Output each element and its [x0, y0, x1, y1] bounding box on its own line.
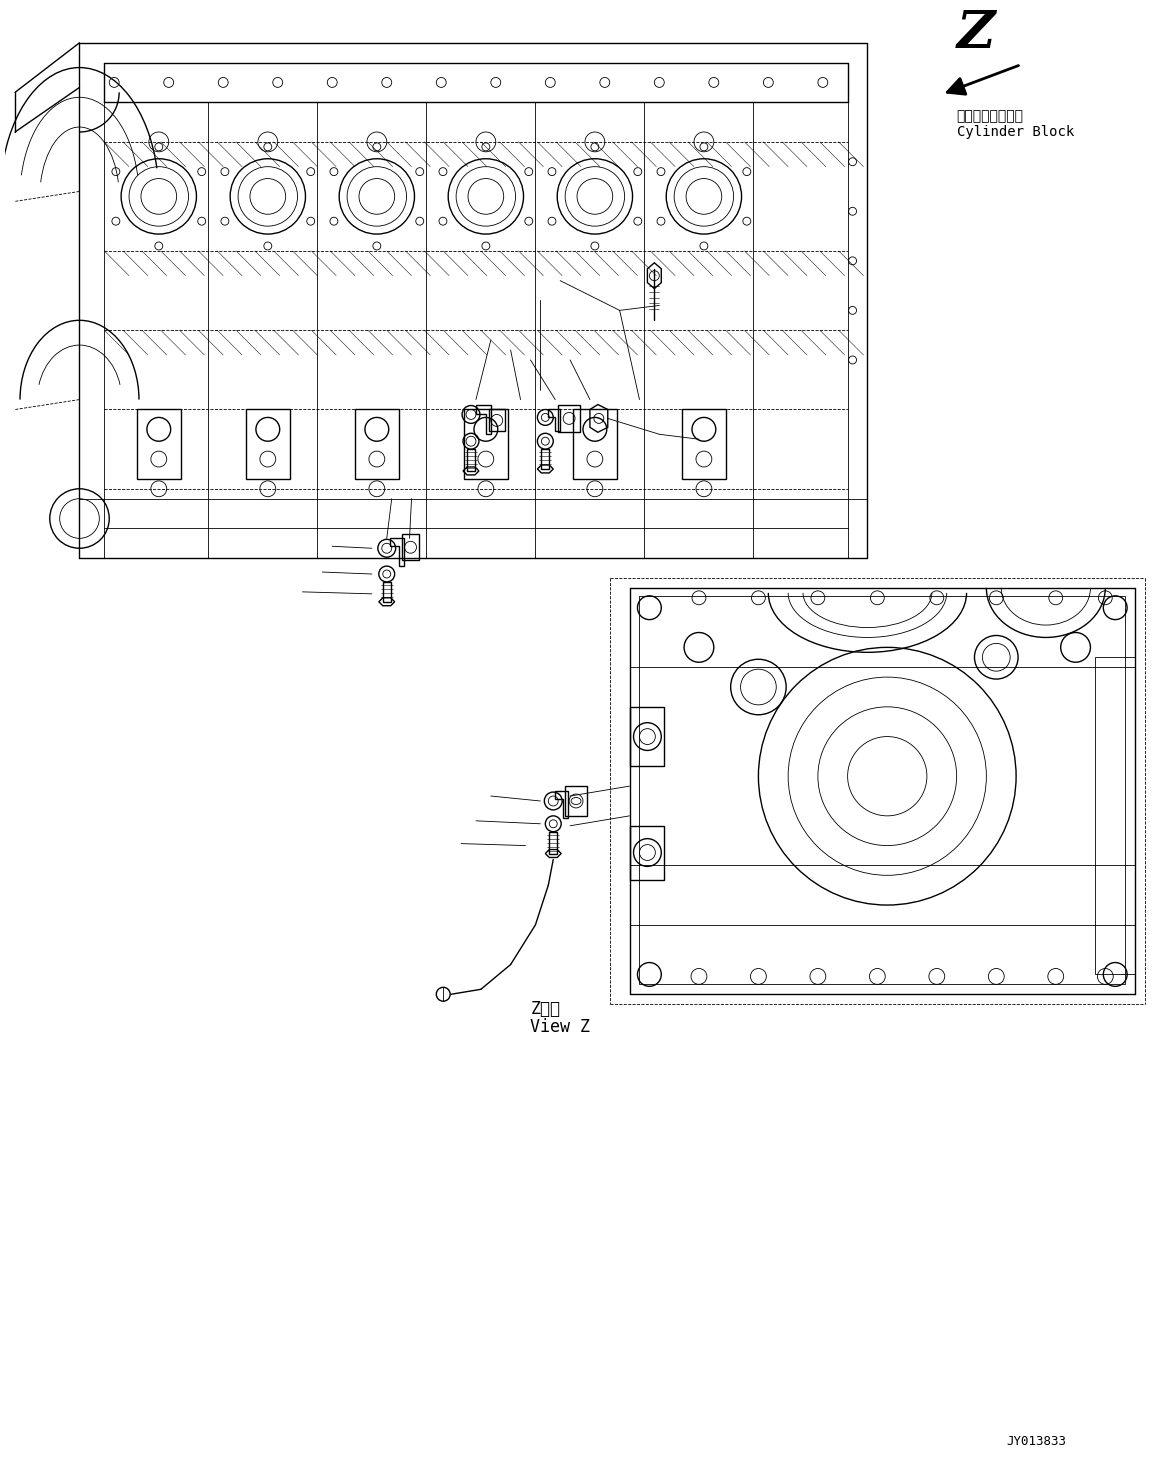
Text: JY013833: JY013833 — [1006, 1435, 1066, 1448]
Text: Z: Z — [957, 7, 996, 59]
Bar — [137, 410, 180, 479]
Bar — [640, 596, 1125, 984]
Bar — [565, 786, 587, 815]
Bar — [468, 450, 475, 472]
Bar — [682, 410, 726, 479]
Bar — [1096, 657, 1135, 974]
Bar — [573, 410, 616, 479]
Text: Cylinder Block: Cylinder Block — [957, 125, 1073, 140]
Text: Z　視: Z 視 — [530, 1000, 561, 1018]
Bar — [629, 826, 664, 880]
Bar — [541, 450, 549, 469]
Bar — [549, 831, 557, 853]
Bar — [401, 535, 420, 560]
Bar — [355, 410, 399, 479]
Bar — [247, 410, 290, 479]
Bar — [488, 410, 505, 432]
Text: View Z: View Z — [530, 1018, 591, 1036]
Text: シリンダブロック: シリンダブロック — [957, 109, 1023, 123]
Bar — [629, 707, 664, 767]
Bar — [464, 410, 508, 479]
Bar — [383, 582, 391, 602]
Bar — [558, 404, 580, 432]
